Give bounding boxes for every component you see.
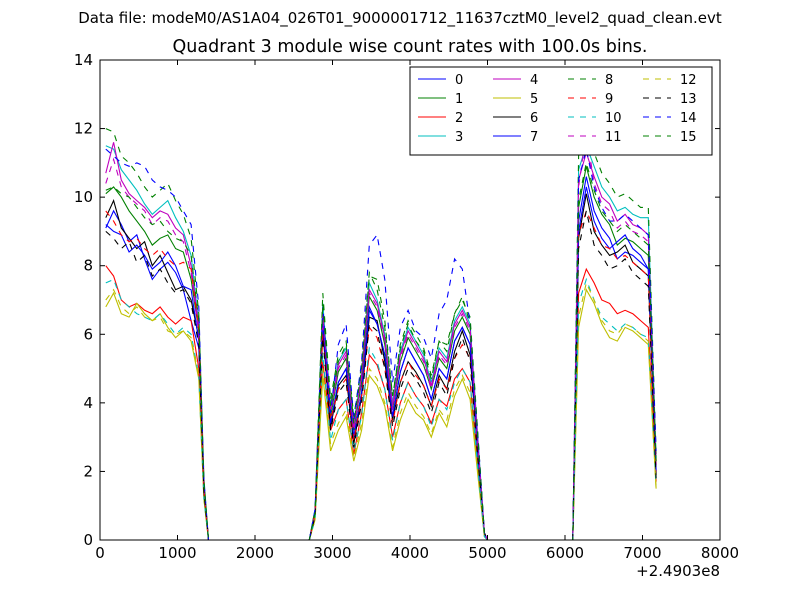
legend-label-14: 14 <box>680 111 697 126</box>
x-tick-label: 1000 <box>158 544 196 562</box>
y-tick-label: 6 <box>83 325 93 343</box>
y-tick-label: 12 <box>74 120 93 138</box>
legend-label-9: 9 <box>605 92 613 107</box>
legend-box <box>409 66 713 156</box>
x-tick-label: 8000 <box>701 544 739 562</box>
legend-label-1: 1 <box>455 92 463 107</box>
legend-label-7: 7 <box>530 130 538 145</box>
y-tick-label: 0 <box>83 531 93 549</box>
x-tick-label: 3000 <box>313 544 351 562</box>
legend-label-12: 12 <box>680 73 697 88</box>
y-tick-label: 2 <box>83 462 93 480</box>
legend-label-15: 15 <box>680 130 697 145</box>
y-tick-label: 4 <box>83 394 93 412</box>
legend-label-2: 2 <box>455 111 463 126</box>
legend-label-10: 10 <box>605 111 622 126</box>
chart-title: Quadrant 3 module wise count rates with … <box>172 37 648 57</box>
x-tick-label: 7000 <box>623 544 661 562</box>
x-tick-label: 0 <box>95 544 105 562</box>
legend-label-3: 3 <box>455 130 463 145</box>
series-line-9 <box>105 209 657 540</box>
legend-label-6: 6 <box>530 111 538 126</box>
series-line-14 <box>105 148 657 540</box>
y-tick-label: 10 <box>74 188 93 206</box>
x-tick-label: 6000 <box>546 544 584 562</box>
y-tick-label: 8 <box>83 257 93 275</box>
figure-suptitle: Data file: modeM0/AS1A04_026T01_90000017… <box>78 9 722 27</box>
legend-label-11: 11 <box>605 130 622 145</box>
legend-label-13: 13 <box>680 92 697 107</box>
x-tick-label: 5000 <box>468 544 506 562</box>
legend-label-8: 8 <box>605 73 613 88</box>
series-line-15 <box>105 162 657 540</box>
y-tick-label: 14 <box>74 51 93 69</box>
x-tick-label: 2000 <box>236 544 274 562</box>
series-line-12 <box>105 281 657 540</box>
series-line-13 <box>105 210 657 540</box>
legend-label-0: 0 <box>455 73 463 88</box>
x-axis-offset-label: +2.4903e8 <box>636 562 720 580</box>
x-tick-label: 4000 <box>391 544 429 562</box>
legend-label-5: 5 <box>530 92 538 107</box>
legend-label-4: 4 <box>530 73 538 88</box>
series-line-5 <box>105 288 657 540</box>
